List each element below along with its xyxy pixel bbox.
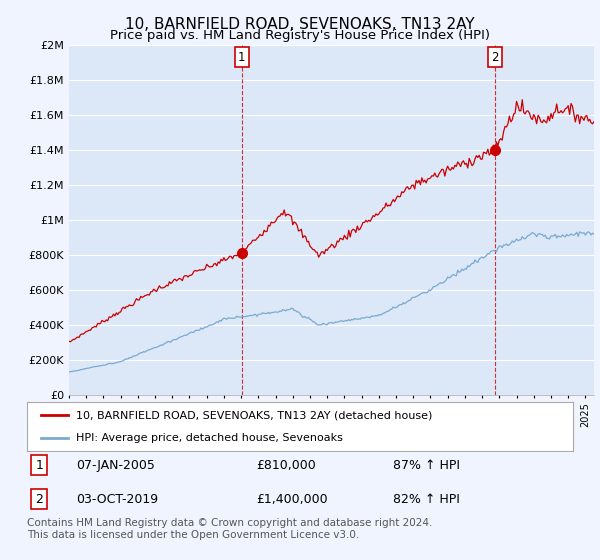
Text: 87% ↑ HPI: 87% ↑ HPI: [393, 459, 460, 472]
Text: 1: 1: [238, 50, 245, 63]
Text: 2: 2: [35, 493, 43, 506]
Text: 2: 2: [491, 50, 499, 63]
Text: Contains HM Land Registry data © Crown copyright and database right 2024.
This d: Contains HM Land Registry data © Crown c…: [27, 518, 433, 540]
Text: £1,400,000: £1,400,000: [256, 493, 328, 506]
Text: £810,000: £810,000: [256, 459, 316, 472]
Text: 82% ↑ HPI: 82% ↑ HPI: [393, 493, 460, 506]
Text: 10, BARNFIELD ROAD, SEVENOAKS, TN13 2AY: 10, BARNFIELD ROAD, SEVENOAKS, TN13 2AY: [125, 17, 475, 32]
Text: 03-OCT-2019: 03-OCT-2019: [76, 493, 158, 506]
Text: Price paid vs. HM Land Registry's House Price Index (HPI): Price paid vs. HM Land Registry's House …: [110, 29, 490, 42]
Text: 10, BARNFIELD ROAD, SEVENOAKS, TN13 2AY (detached house): 10, BARNFIELD ROAD, SEVENOAKS, TN13 2AY …: [76, 410, 433, 421]
Text: 07-JAN-2005: 07-JAN-2005: [76, 459, 155, 472]
Text: HPI: Average price, detached house, Sevenoaks: HPI: Average price, detached house, Seve…: [76, 433, 343, 444]
Text: 1: 1: [35, 459, 43, 472]
